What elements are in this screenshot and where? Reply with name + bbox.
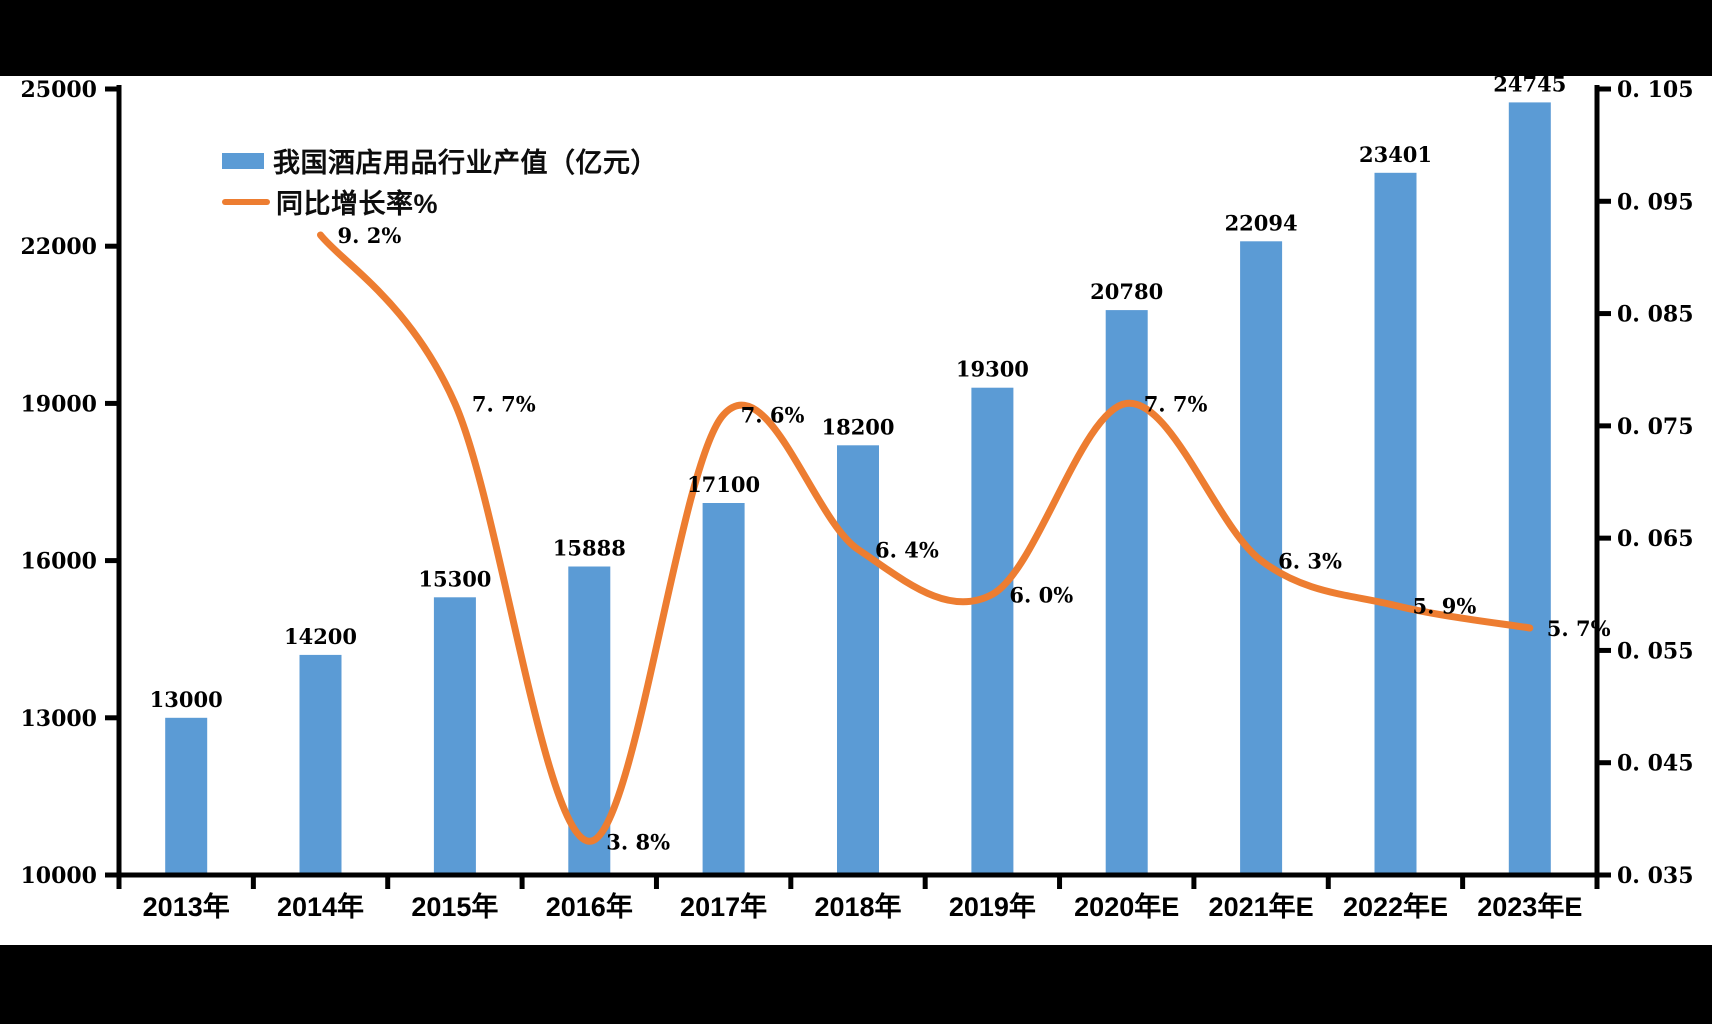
growth-value-label: 3. 8% — [606, 829, 670, 854]
bar-value-label: 19300 — [956, 357, 1029, 382]
left-axis-tick-label: 13000 — [20, 706, 97, 732]
bar-2022年E — [1374, 172, 1417, 876]
left-axis-tick-label: 16000 — [20, 549, 97, 575]
line-series-swatch-icon — [222, 198, 270, 205]
bar-value-label: 15888 — [553, 536, 626, 561]
bar-2023年E — [1508, 102, 1551, 875]
x-axis-category-label: 2021年E — [1209, 891, 1314, 922]
bar-series-label: 我国酒店用品行业产值（亿元） — [273, 148, 658, 178]
x-axis-category-label: 2018年 — [814, 891, 901, 922]
bar-2016年 — [568, 566, 611, 875]
chart-canvas: 13000 14200 15300 15888 17100 18200 19300 20780… — [0, 76, 1712, 945]
bar-2020年E — [1105, 310, 1148, 876]
legend-item-line-series: 同比增长率% — [222, 183, 658, 220]
growth-value-label: 9. 2% — [338, 223, 402, 248]
line-series-label: 同比增长率% — [276, 189, 439, 219]
growth-value-label: 5. 7% — [1547, 616, 1611, 641]
growth-value-label: 6. 4% — [875, 537, 939, 562]
bar-value-label: 17100 — [687, 472, 760, 497]
left-axis-tick-label: 19000 — [20, 391, 97, 417]
combo-chart: 13000 14200 15300 15888 17100 18200 19300 20780… — [20, 76, 1694, 922]
x-axis-category-label: 2015年 — [411, 891, 498, 922]
x-axis-category-label: 2020年E — [1074, 891, 1179, 922]
legend-item-bar-series: 我国酒店用品行业产值（亿元） — [222, 142, 658, 179]
growth-value-label: 6. 3% — [1278, 549, 1342, 574]
right-axis-tick-label: 0. 065 — [1617, 526, 1694, 552]
bar-value-label: 15300 — [418, 566, 491, 591]
x-axis-category-label: 2017年 — [680, 891, 767, 922]
x-axis-category-label: 2019年 — [949, 891, 1036, 922]
chart-legend: 我国酒店用品行业产值（亿元） 同比增长率% — [222, 142, 658, 220]
bar-2014年 — [299, 654, 342, 875]
growth-value-label: 7. 7% — [1144, 391, 1208, 416]
right-axis-tick-label: 0. 055 — [1617, 638, 1694, 664]
bar-value-label: 23401 — [1359, 142, 1432, 167]
growth-value-label: 7. 6% — [741, 403, 805, 428]
bar-2015年 — [433, 597, 476, 875]
right-axis-tick-label: 0. 045 — [1617, 751, 1694, 777]
growth-rate-line — [317, 231, 1534, 845]
x-axis-category-label: 2016年 — [546, 891, 633, 922]
bar-2019年 — [971, 387, 1014, 875]
bar-value-label: 14200 — [284, 624, 357, 649]
left-axis-tick-label: 25000 — [20, 77, 97, 103]
right-axis-tick-label: 0. 105 — [1617, 77, 1694, 103]
growth-value-label: 5. 9% — [1413, 594, 1477, 619]
bar-value-label: 18200 — [821, 414, 894, 439]
right-axis-tick-label: 0. 095 — [1617, 189, 1694, 215]
bar-value-label: 20780 — [1090, 279, 1163, 304]
x-axis-category-label: 2023年E — [1477, 891, 1582, 922]
bar-2018年 — [837, 445, 879, 875]
left-axis-tick-label: 22000 — [20, 234, 97, 260]
bar-value-label: 13000 — [150, 687, 223, 712]
right-axis-tick-label: 0. 085 — [1617, 302, 1694, 328]
bar-value-label: 24745 — [1493, 76, 1566, 96]
x-axis-category-label: 2014年 — [277, 891, 364, 922]
left-axis-tick-label: 10000 — [20, 863, 97, 889]
bar-value-label: 22094 — [1225, 210, 1298, 235]
bar-2017年 — [702, 503, 745, 875]
x-axis-category-label: 2013年 — [143, 891, 230, 922]
bar-series-swatch-icon — [222, 152, 264, 169]
x-axis-category-label: 2022年E — [1343, 891, 1448, 922]
right-axis-tick-label: 0. 075 — [1617, 414, 1694, 440]
growth-value-label: 6. 0% — [1009, 582, 1073, 607]
growth-value-label: 7. 7% — [472, 391, 536, 416]
right-axis-tick-label: 0. 035 — [1617, 863, 1694, 889]
bar-2013年 — [165, 717, 208, 875]
